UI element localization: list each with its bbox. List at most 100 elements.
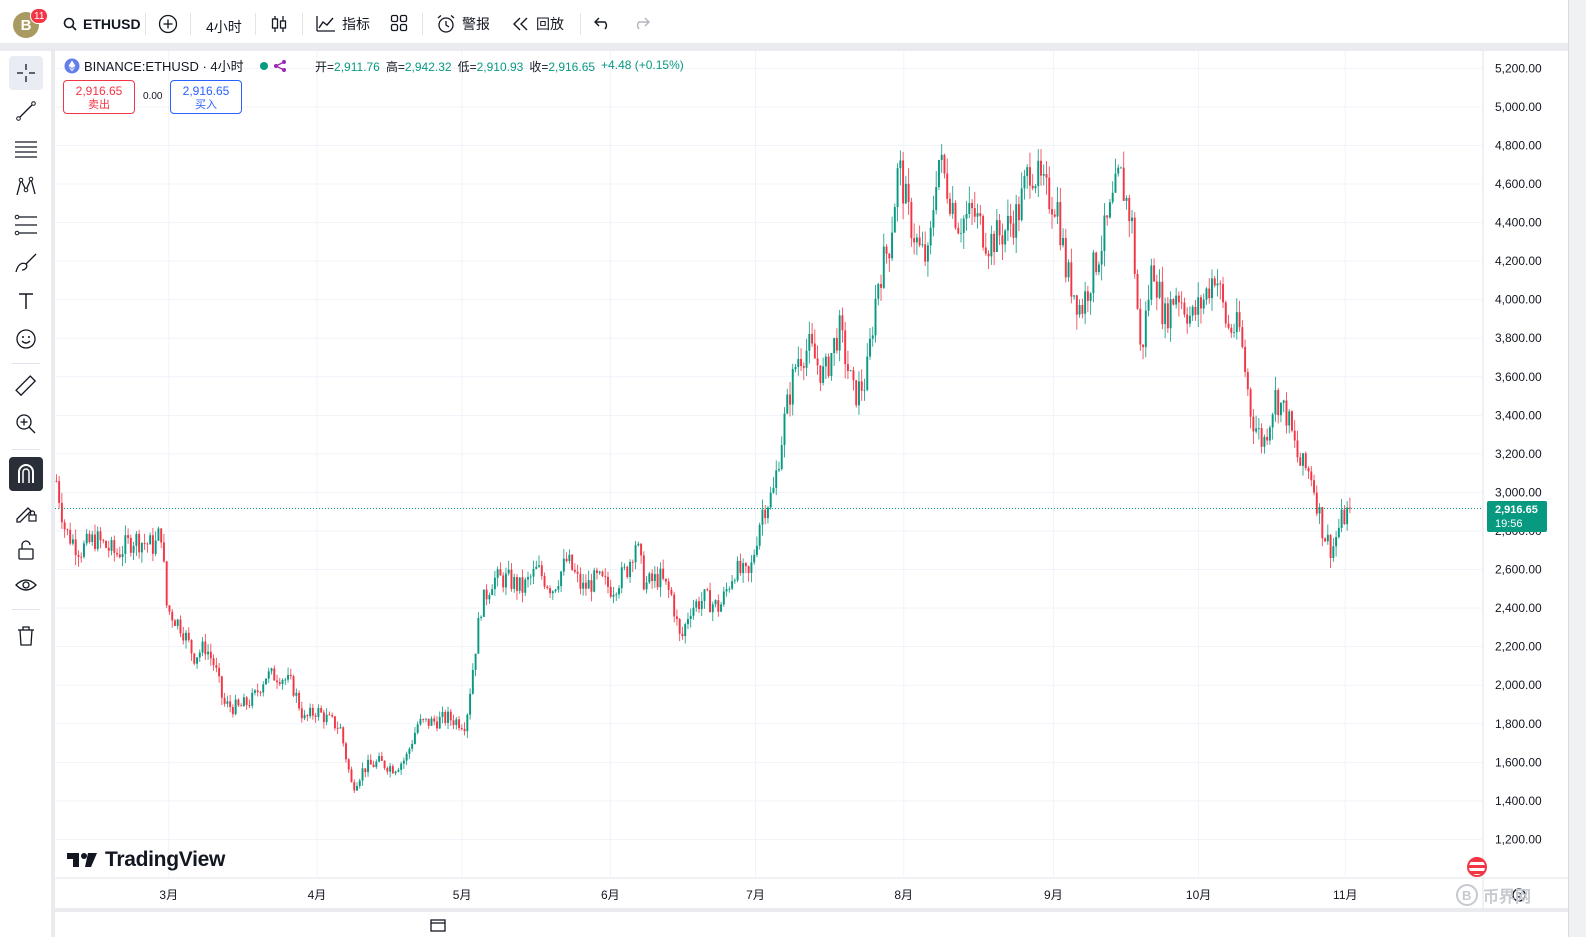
candle-body: [937, 160, 940, 188]
fib-tool[interactable]: [9, 132, 43, 166]
time-axis[interactable]: 3月 4月 5月 6月 7月 8月 9月 10月 11月: [159, 888, 1357, 902]
candle-body: [1194, 306, 1197, 315]
undo-button[interactable]: [594, 16, 612, 30]
candle-body: [1252, 416, 1255, 432]
candle-body: [513, 577, 516, 589]
candle-body: [347, 759, 350, 770]
candle-body: [1227, 323, 1230, 328]
measure-tool[interactable]: [9, 369, 43, 403]
alerts-button[interactable]: 警报: [436, 14, 490, 34]
candle-body: [397, 769, 400, 772]
candle-body: [736, 560, 739, 581]
candle-body: [419, 719, 422, 725]
price-tick-label: 1,200.00: [1495, 832, 1542, 846]
candle-body: [609, 586, 612, 597]
buy-price: 2,916.65: [182, 84, 230, 98]
candle-body: [976, 213, 979, 217]
chart-pane[interactable]: 1,200.00 1,400.00 1,600.00 1,800.00 2,000.00…: [55, 51, 1568, 908]
settings-icon[interactable]: [1511, 887, 1527, 903]
candle-body: [400, 763, 403, 770]
symbol-search-button[interactable]: ETHUSD: [63, 16, 141, 32]
pattern-tool[interactable]: [9, 170, 43, 204]
interval-button[interactable]: 4小时: [206, 17, 242, 37]
candle-body: [899, 160, 902, 169]
zoom-in-icon: [16, 414, 36, 434]
window-scrollbar[interactable]: [1568, 0, 1586, 937]
candle-body: [198, 652, 201, 658]
candle-body: [918, 237, 921, 246]
hide-drawings-tool[interactable]: [9, 569, 43, 603]
price-tick-label: 3,200.00: [1495, 447, 1542, 461]
sell-button[interactable]: 2,916.65 卖出: [63, 80, 135, 114]
candle-body: [1009, 215, 1012, 224]
candle-body: [1219, 283, 1222, 285]
smiley-icon: [16, 329, 36, 349]
calendar-icon[interactable]: [430, 918, 446, 932]
candle-body: [331, 714, 334, 717]
candle-body: [833, 338, 836, 354]
emoji-tool[interactable]: [9, 322, 43, 356]
replay-button[interactable]: 回放: [512, 14, 564, 34]
candle-body: [267, 671, 270, 679]
candle-body: [102, 540, 105, 542]
indicators-label: 指标: [342, 16, 370, 32]
candle-body: [1034, 186, 1037, 189]
candle-body: [1075, 295, 1078, 315]
magnet-tool[interactable]: [9, 457, 43, 491]
candle-body: [85, 533, 88, 544]
trash-icon: [18, 626, 34, 646]
spread-value: 0.00: [143, 91, 163, 102]
text-tool[interactable]: [9, 284, 43, 318]
legend-title[interactable]: BINANCE:ETHUSD · 4小时: [84, 59, 244, 74]
candle-body: [960, 232, 962, 234]
redo-button[interactable]: [632, 16, 650, 30]
candle-body: [1164, 303, 1167, 325]
candle-body: [287, 674, 290, 680]
candle-body: [893, 207, 896, 233]
forecast-tool[interactable]: [9, 208, 43, 242]
candle-body: [69, 529, 72, 544]
candle-body: [885, 246, 888, 254]
candle-body: [753, 554, 756, 563]
chart-type-button[interactable]: [270, 14, 288, 34]
candle-body: [245, 697, 248, 705]
drawing-mode-tool[interactable]: [9, 495, 43, 529]
candle-body: [430, 718, 433, 726]
price-tick-label: 4,400.00: [1495, 216, 1542, 230]
candle-body: [852, 370, 855, 381]
candle-body: [317, 708, 320, 717]
candle-body: [1241, 327, 1244, 347]
candle-body: [129, 537, 132, 553]
remove-drawings-tool[interactable]: [9, 619, 43, 653]
price-axis[interactable]: 1,200.00 1,400.00 1,600.00 1,800.00 2,000.00…: [1495, 61, 1542, 846]
crosshair-tool[interactable]: [9, 56, 43, 90]
candle-body: [88, 533, 91, 543]
indicators-button[interactable]: 指标: [316, 14, 370, 34]
brush-tool[interactable]: [9, 246, 43, 280]
candle-body: [1059, 202, 1062, 246]
lock-drawings-tool[interactable]: [9, 533, 43, 567]
candle-body: [802, 366, 805, 368]
replay-label: 回放: [536, 16, 564, 32]
zoom-tool[interactable]: [9, 407, 43, 441]
candle-body: [761, 509, 764, 525]
tradingview-logo[interactable]: TradingView: [67, 848, 225, 872]
candle-body: [1337, 527, 1340, 538]
candle-body: [888, 253, 891, 259]
flag-icon[interactable]: [1467, 857, 1487, 877]
buy-button[interactable]: 2,916.65 买入: [170, 80, 242, 114]
layouts-button[interactable]: [390, 14, 408, 32]
candle-body: [1078, 305, 1081, 315]
candle-body: [618, 588, 620, 595]
candle-body: [237, 699, 240, 706]
price-chart[interactable]: 1,200.00 1,400.00 1,600.00 1,800.00 2,000.00…: [55, 51, 1568, 908]
candle-body: [1092, 252, 1095, 294]
share-icon[interactable]: [272, 58, 288, 74]
high-value: 高=2,942.32: [385, 60, 452, 74]
candle-body: [1216, 283, 1219, 286]
trend-line-tool[interactable]: [9, 94, 43, 128]
site-watermark: B 币界网: [1455, 883, 1531, 907]
candle-body: [1045, 174, 1048, 178]
candle-body: [1062, 237, 1065, 246]
compare-button[interactable]: [158, 14, 178, 34]
